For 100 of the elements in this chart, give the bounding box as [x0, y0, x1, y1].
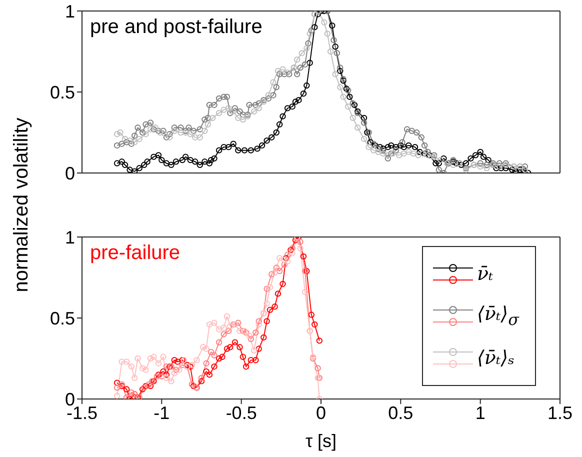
- point: [280, 280, 286, 288]
- point: [158, 373, 165, 380]
- point: [216, 326, 222, 332]
- x-tick-label: -1: [154, 402, 170, 423]
- point: [227, 323, 234, 330]
- point: [134, 355, 141, 362]
- point: [300, 253, 307, 260]
- point: [172, 366, 180, 373]
- point: [264, 300, 270, 307]
- y-tick-label: 1: [64, 1, 75, 22]
- point: [289, 250, 296, 256]
- point: [114, 380, 120, 386]
- point: [150, 354, 157, 360]
- text: ⟨ν̄ₜ⟩ₛ: [477, 347, 514, 369]
- point: [297, 238, 304, 245]
- point: [198, 378, 205, 384]
- point: [236, 328, 243, 334]
- point: [240, 354, 246, 360]
- point: [312, 321, 318, 328]
- point: [281, 261, 288, 268]
- point: [243, 364, 250, 370]
- x-tick-label: -0.5: [226, 402, 257, 423]
- point: [147, 355, 154, 362]
- point: [211, 320, 218, 326]
- point: [248, 336, 254, 342]
- point: [203, 346, 210, 352]
- point: [171, 370, 178, 376]
- point: [264, 286, 270, 292]
- point: [139, 365, 146, 372]
- text: ⟨ν̄ₜ⟩$_{σ}$: [477, 303, 519, 329]
- x-tick-label: 1: [475, 402, 486, 423]
- x-tick-label: 1.5: [547, 402, 573, 423]
- point: [160, 354, 166, 360]
- point: [220, 331, 227, 338]
- point: [206, 321, 213, 328]
- point: [128, 389, 134, 396]
- point: [114, 392, 120, 399]
- point: [206, 372, 213, 378]
- point: [124, 358, 130, 365]
- point: [235, 320, 242, 326]
- point: [176, 366, 182, 373]
- point: [232, 339, 238, 346]
- point: [171, 357, 178, 364]
- point: [118, 358, 125, 365]
- point: [272, 304, 278, 310]
- point: [284, 258, 291, 264]
- point: [225, 328, 232, 334]
- annotation: pre-failure: [90, 242, 180, 264]
- point: [268, 271, 275, 278]
- point: [203, 368, 210, 375]
- annotation: pre and post-failure: [90, 16, 262, 38]
- point: [308, 312, 315, 318]
- point: [220, 324, 227, 331]
- point: [216, 339, 222, 346]
- point: [276, 254, 283, 262]
- point: [124, 386, 130, 392]
- point: [314, 365, 321, 372]
- point: [272, 270, 278, 276]
- point: [302, 288, 308, 296]
- point: [124, 394, 130, 399]
- point: [264, 318, 270, 324]
- point: [248, 357, 254, 364]
- point: [208, 348, 214, 356]
- point: [198, 374, 205, 382]
- x-tick-label: 0.5: [388, 402, 414, 423]
- point: [284, 252, 291, 258]
- point: [194, 357, 200, 364]
- point: [155, 360, 162, 366]
- point: [200, 344, 206, 350]
- point: [276, 268, 283, 274]
- point: [163, 372, 170, 378]
- y-tick-label: 1: [64, 227, 75, 248]
- point: [131, 374, 138, 382]
- y-tick-label: 0.5: [50, 308, 75, 328]
- point: [260, 334, 267, 341]
- point: [174, 358, 181, 365]
- y-tick-label: 0: [64, 163, 75, 184]
- point: [211, 364, 218, 370]
- point: [256, 318, 262, 324]
- y-axis-title: normalized volatility: [10, 118, 32, 292]
- point: [266, 284, 274, 290]
- point: [297, 245, 304, 252]
- point: [316, 338, 323, 344]
- point: [227, 344, 234, 350]
- point: [114, 384, 120, 391]
- point: [163, 364, 170, 370]
- point: [163, 374, 170, 382]
- y-tick-label: 0.5: [50, 82, 75, 102]
- point: [224, 313, 230, 320]
- point: [252, 357, 259, 364]
- x-axis-title: τ [s]: [305, 431, 337, 451]
- point: [274, 290, 282, 297]
- point: [219, 354, 226, 360]
- point: [160, 368, 166, 375]
- point: [128, 364, 134, 370]
- point: [142, 366, 149, 373]
- point: [211, 352, 218, 358]
- x-tick-label: 0: [316, 402, 326, 423]
- point: [203, 360, 210, 366]
- point: [168, 378, 174, 384]
